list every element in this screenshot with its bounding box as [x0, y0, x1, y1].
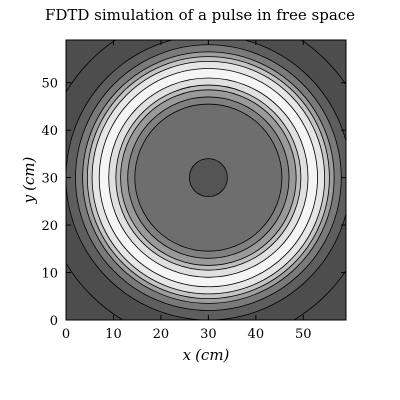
- plot-frame: [65, 39, 347, 321]
- x-tick-label: 40: [248, 327, 265, 342]
- y-axis-unit: (cm): [20, 156, 38, 190]
- y-axis-var: y: [20, 194, 38, 204]
- x-axis-var: x: [183, 346, 192, 364]
- x-tick-label: 30: [200, 327, 217, 342]
- x-tick-label: 10: [105, 327, 122, 342]
- contour-level-12: [188, 158, 228, 198]
- x-axis-ticks: 0 10 20 30 40 50: [62, 40, 312, 342]
- y-tick-label: 50: [41, 77, 58, 92]
- chart-title: FDTD simulation of a pulse in free space: [45, 6, 355, 24]
- y-tick-label: 0: [50, 314, 58, 329]
- x-tick-label: 20: [153, 327, 170, 342]
- y-tick-label: 40: [41, 124, 58, 139]
- x-tick-label: 0: [62, 327, 70, 342]
- contour-rings: [66, 40, 346, 320]
- y-tick-label: 30: [41, 172, 58, 187]
- plot-area: [65, 39, 347, 321]
- x-axis-label: x (cm): [183, 346, 230, 364]
- y-tick-label: 20: [41, 219, 58, 234]
- x-tick-label: 50: [295, 327, 312, 342]
- y-axis-ticks: 0 10 20 30 40 50: [41, 77, 346, 329]
- x-axis-unit: (cm): [195, 346, 229, 364]
- y-tick-label: 10: [41, 267, 58, 282]
- y-axis-label: y (cm): [20, 156, 38, 204]
